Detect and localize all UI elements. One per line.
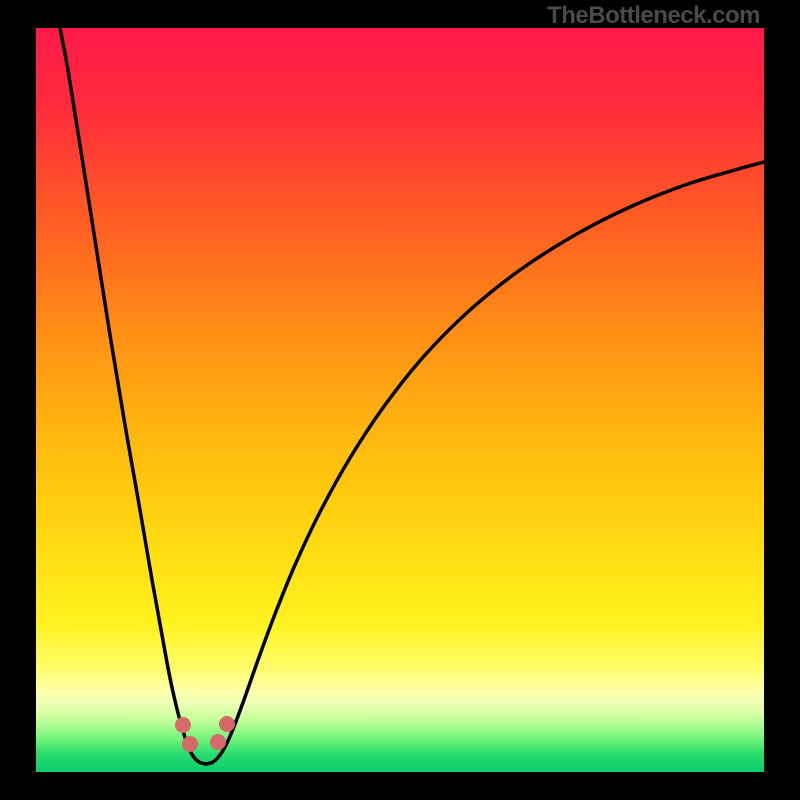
curve-right-branch — [206, 162, 764, 764]
watermark-text: TheBottleneck.com — [547, 2, 760, 30]
data-marker — [182, 736, 198, 752]
curve-layer — [0, 0, 800, 800]
frame-border-left — [0, 0, 36, 800]
function-curve — [60, 28, 764, 764]
data-marker — [210, 734, 226, 750]
frame-border-right — [764, 0, 800, 800]
data-marker — [175, 717, 191, 733]
frame-border-bottom — [0, 772, 800, 800]
curve-left-branch — [60, 28, 206, 764]
chart-frame: TheBottleneck.com — [0, 0, 800, 800]
data-marker — [219, 716, 235, 732]
